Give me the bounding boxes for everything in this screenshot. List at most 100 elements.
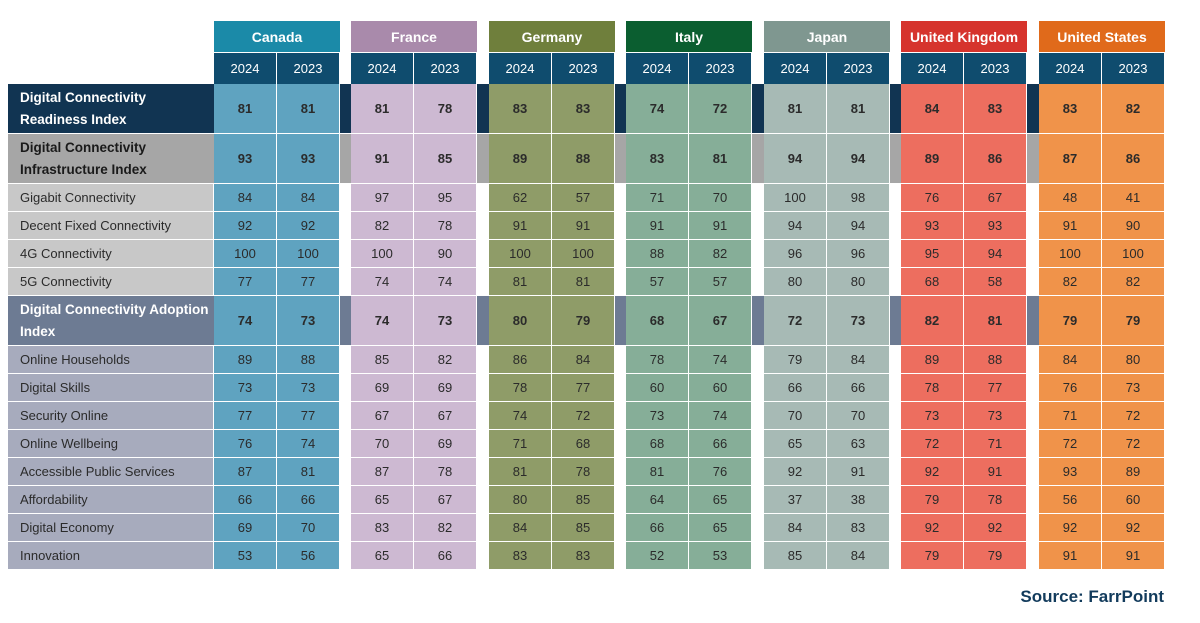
value-cell: 72 bbox=[1102, 430, 1165, 458]
value-cell: 79 bbox=[964, 542, 1027, 570]
value-cell: 77 bbox=[552, 374, 615, 402]
value-cell: 67 bbox=[414, 486, 477, 514]
row-label: Digital Connectivity Adoption Index bbox=[8, 296, 213, 346]
value-cell: 78 bbox=[901, 374, 964, 402]
value-cell: 72 bbox=[689, 84, 752, 134]
value-cell: 82 bbox=[1102, 84, 1165, 134]
value-cell: 83 bbox=[489, 542, 552, 570]
value-cell: 94 bbox=[764, 134, 827, 184]
value-cell: 81 bbox=[277, 458, 340, 486]
value-cell: 81 bbox=[277, 84, 340, 134]
value-cell: 94 bbox=[827, 134, 890, 184]
value-cell: 73 bbox=[1102, 374, 1165, 402]
value-cell: 69 bbox=[414, 374, 477, 402]
country-header: Japan bbox=[764, 21, 890, 52]
value-cell: 60 bbox=[626, 374, 689, 402]
value-cell: 84 bbox=[277, 184, 340, 212]
value-cell: 72 bbox=[764, 296, 827, 346]
value-cell: 71 bbox=[1039, 402, 1102, 430]
value-cell: 71 bbox=[626, 184, 689, 212]
value-cell: 84 bbox=[827, 542, 890, 570]
value-cell: 65 bbox=[764, 430, 827, 458]
row-label: Security Online bbox=[8, 402, 213, 430]
value-cell: 78 bbox=[552, 458, 615, 486]
value-cell: 100 bbox=[552, 240, 615, 268]
value-cell: 92 bbox=[901, 458, 964, 486]
value-cell: 84 bbox=[764, 514, 827, 542]
value-cell: 78 bbox=[489, 374, 552, 402]
value-cell: 85 bbox=[414, 134, 477, 184]
year-header: 2023 bbox=[552, 53, 615, 84]
value-cell: 65 bbox=[689, 486, 752, 514]
value-cell: 96 bbox=[827, 240, 890, 268]
value-cell: 69 bbox=[351, 374, 414, 402]
value-cell: 71 bbox=[964, 430, 1027, 458]
value-cell: 93 bbox=[1039, 458, 1102, 486]
value-cell: 66 bbox=[626, 514, 689, 542]
value-cell: 87 bbox=[1039, 134, 1102, 184]
value-cell: 79 bbox=[764, 346, 827, 374]
value-cell: 60 bbox=[1102, 486, 1165, 514]
value-cell: 86 bbox=[1102, 134, 1165, 184]
value-cell: 88 bbox=[626, 240, 689, 268]
value-cell: 92 bbox=[277, 212, 340, 240]
value-cell: 88 bbox=[964, 346, 1027, 374]
value-cell: 72 bbox=[552, 402, 615, 430]
value-cell: 95 bbox=[901, 240, 964, 268]
value-cell: 91 bbox=[1102, 542, 1165, 570]
row-label: Online Households bbox=[8, 346, 213, 374]
value-cell: 98 bbox=[827, 184, 890, 212]
value-cell: 74 bbox=[689, 346, 752, 374]
value-cell: 89 bbox=[901, 134, 964, 184]
value-cell: 73 bbox=[901, 402, 964, 430]
value-cell: 73 bbox=[277, 296, 340, 346]
value-cell: 83 bbox=[552, 84, 615, 134]
value-cell: 88 bbox=[552, 134, 615, 184]
value-cell: 73 bbox=[827, 296, 890, 346]
value-cell: 86 bbox=[489, 346, 552, 374]
value-cell: 81 bbox=[552, 268, 615, 296]
value-cell: 72 bbox=[901, 430, 964, 458]
value-cell: 56 bbox=[277, 542, 340, 570]
value-cell: 64 bbox=[626, 486, 689, 514]
value-cell: 78 bbox=[626, 346, 689, 374]
value-cell: 62 bbox=[489, 184, 552, 212]
value-cell: 91 bbox=[964, 458, 1027, 486]
value-cell: 100 bbox=[764, 184, 827, 212]
value-cell: 94 bbox=[764, 212, 827, 240]
value-cell: 67 bbox=[351, 402, 414, 430]
value-cell: 90 bbox=[414, 240, 477, 268]
value-cell: 52 bbox=[626, 542, 689, 570]
value-cell: 83 bbox=[964, 84, 1027, 134]
value-cell: 66 bbox=[689, 430, 752, 458]
value-cell: 84 bbox=[214, 184, 277, 212]
country-header: Germany bbox=[489, 21, 615, 52]
row-label: 5G Connectivity bbox=[8, 268, 213, 296]
value-cell: 84 bbox=[489, 514, 552, 542]
value-cell: 80 bbox=[764, 268, 827, 296]
value-cell: 38 bbox=[827, 486, 890, 514]
value-cell: 74 bbox=[351, 296, 414, 346]
value-cell: 84 bbox=[827, 346, 890, 374]
value-cell: 77 bbox=[277, 268, 340, 296]
value-cell: 92 bbox=[1102, 514, 1165, 542]
value-cell: 57 bbox=[626, 268, 689, 296]
value-cell: 88 bbox=[277, 346, 340, 374]
value-cell: 80 bbox=[489, 296, 552, 346]
year-header: 2023 bbox=[964, 53, 1027, 84]
value-cell: 77 bbox=[214, 402, 277, 430]
value-cell: 74 bbox=[489, 402, 552, 430]
value-cell: 67 bbox=[689, 296, 752, 346]
value-cell: 41 bbox=[1102, 184, 1165, 212]
value-cell: 53 bbox=[214, 542, 277, 570]
value-cell: 73 bbox=[277, 374, 340, 402]
value-cell: 66 bbox=[214, 486, 277, 514]
value-cell: 81 bbox=[689, 134, 752, 184]
value-cell: 60 bbox=[689, 374, 752, 402]
value-cell: 76 bbox=[689, 458, 752, 486]
value-cell: 84 bbox=[1039, 346, 1102, 374]
value-cell: 94 bbox=[827, 212, 890, 240]
value-cell: 100 bbox=[1039, 240, 1102, 268]
value-cell: 76 bbox=[1039, 374, 1102, 402]
year-header: 2024 bbox=[214, 53, 277, 84]
